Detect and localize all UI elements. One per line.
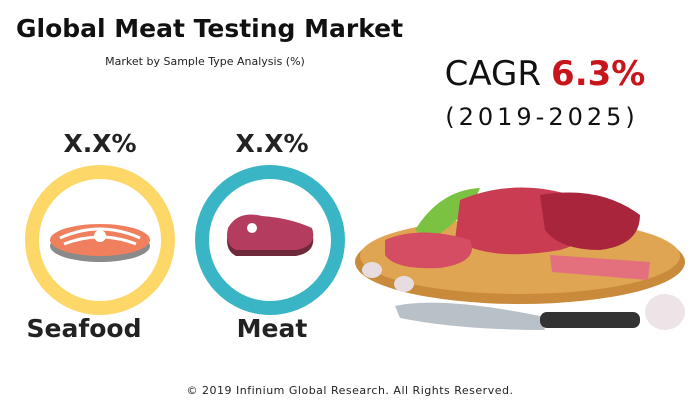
cagr-period: (2019-2025) (445, 103, 639, 131)
segment-name: Meat (237, 314, 308, 343)
segment-share: X.X% (235, 129, 308, 158)
cagr-label: CAGR (445, 54, 541, 94)
segment-name: Seafood (27, 314, 142, 343)
meat-icon (227, 214, 314, 256)
seafood-icon (50, 224, 150, 262)
segment-share: X.X% (63, 129, 136, 158)
title: Global Meat Testing Market (16, 14, 403, 43)
footer: © 2019 Infinium Global Research. All Rig… (187, 384, 514, 397)
meat-board-illustration (355, 187, 685, 330)
cagr-value: 6.3% (551, 54, 645, 94)
subtitle: Market by Sample Type Analysis (%) (105, 55, 305, 68)
cagr: CAGR 6.3% (445, 54, 646, 94)
